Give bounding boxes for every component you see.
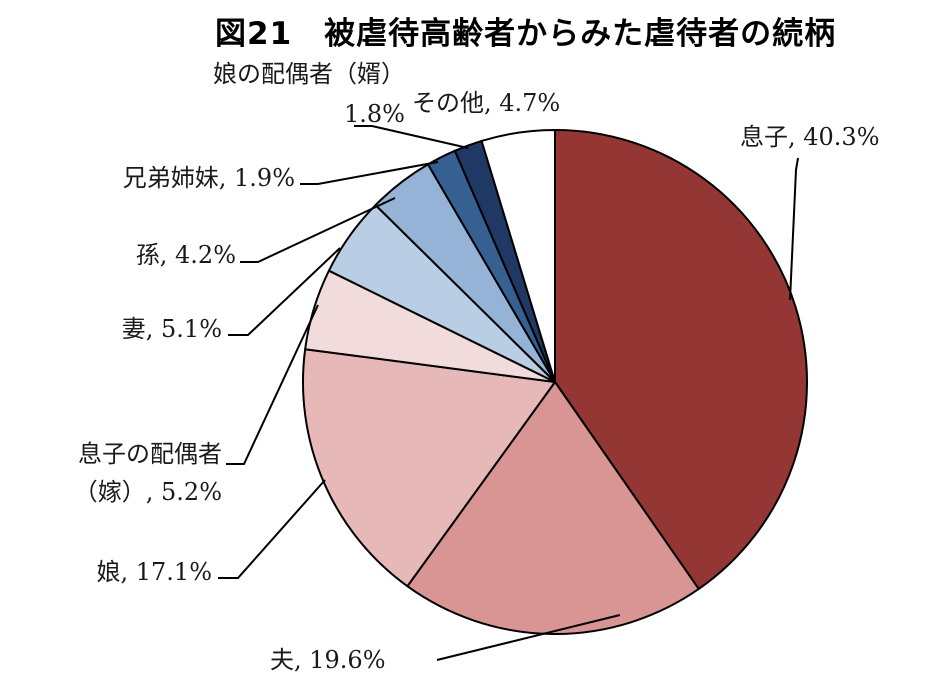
slice-label: 夫, 19.6% [270, 646, 386, 674]
slice-label: 娘の配偶者（婿） 1.8% [213, 60, 405, 128]
leader-line [300, 161, 439, 185]
leader-line [436, 614, 621, 661]
pie-slice [554, 129, 808, 590]
pie-slice [480, 129, 556, 383]
slice-label: 息子の配偶者（嫁）, 5.2% [74, 440, 222, 506]
slice-labels: 息子, 40.3% 夫, 19.6% 娘, 17.1% 息子の配偶者（嫁）, 5.2%… [74, 60, 880, 674]
leader-line [789, 157, 799, 301]
slice-label: 妻, 5.1% [122, 315, 222, 343]
slice-label: 兄弟姉妹, 1.9% [123, 164, 295, 192]
slice-label: 息子, 40.3% [740, 123, 880, 151]
pie-slices [302, 129, 808, 635]
leader-line [228, 247, 341, 336]
slice-label: 娘, 17.1% [97, 558, 213, 586]
leader-line [226, 304, 319, 465]
leader-line [218, 479, 326, 579]
leader-line [354, 125, 469, 149]
leader-lines [218, 125, 799, 661]
slice-label: 孫, 4.2% [136, 241, 236, 269]
pie-slice [406, 381, 700, 635]
slice-label: その他, 4.7% [412, 89, 560, 117]
chart-title: 図21 被虐待高齢者からみた虐待者の続柄 [215, 16, 837, 52]
leader-line [240, 197, 396, 263]
